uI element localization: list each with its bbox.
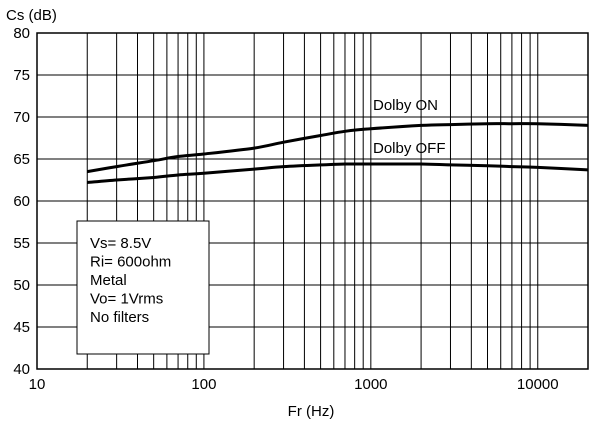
conditions-line: No filters <box>90 309 149 326</box>
x-tick-label: 10000 <box>517 376 559 393</box>
conditions-box-frame <box>76 220 210 355</box>
x-axis-title: Fr (Hz) <box>288 403 335 420</box>
x-tick-label: 1000 <box>354 376 387 393</box>
y-tick-label: 80 <box>13 25 30 42</box>
conditions-line: Metal <box>90 272 127 289</box>
series-labels: Dolby ON Dolby OFF <box>373 97 446 157</box>
x-tick-label: 10 <box>29 376 46 393</box>
series-group <box>86 122 589 184</box>
y-tick-label: 60 <box>13 193 30 210</box>
y-tick-label: 75 <box>13 67 30 84</box>
y-tick-label: 70 <box>13 109 30 126</box>
series-line-dolby-off <box>87 162 589 184</box>
conditions-line: Vs= 8.5V <box>90 235 151 252</box>
grid <box>37 33 588 369</box>
y-tick-label: 50 <box>13 277 30 294</box>
y-tick-label: 55 <box>13 235 30 252</box>
y-tick-label: 45 <box>13 319 30 336</box>
y-tick-label: 40 <box>13 361 30 378</box>
x-tick-label: 100 <box>191 376 216 393</box>
series-line-dolby-on <box>86 122 589 174</box>
y-tick-label: 65 <box>13 151 30 168</box>
series-label-dolby-off: Dolby OFF <box>373 140 446 157</box>
plot-frame <box>36 32 589 370</box>
tick-labels: 40 45 50 55 60 65 70 75 80 10 100 1000 10000 <box>13 25 558 393</box>
series-label-dolby-on: Dolby ON <box>373 97 438 114</box>
conditions-line: Ri= 600ohm <box>90 254 171 271</box>
conditions-line: Vo= 1Vrms <box>90 291 163 308</box>
y-axis-title: Cs (dB) <box>6 7 57 24</box>
